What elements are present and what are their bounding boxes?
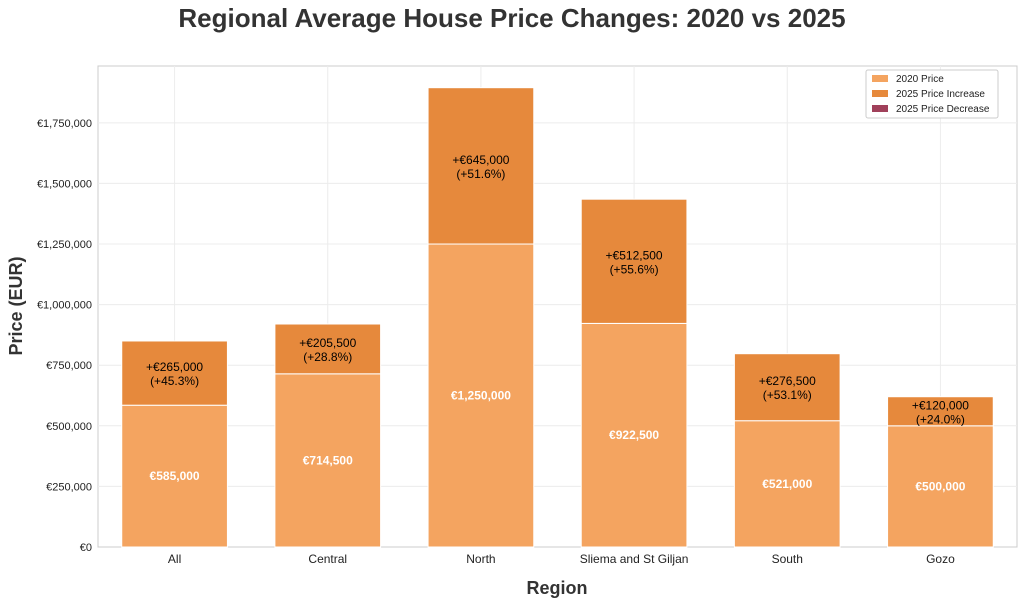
legend-label-2020-price: 2020 Price — [896, 74, 944, 85]
y-tick-label: €750,000 — [46, 360, 92, 372]
bar-2025-increase — [733, 353, 841, 422]
bar-2020-price — [427, 243, 535, 548]
base-value-label: €1,250,000 — [451, 389, 511, 403]
increase-value-label: +€205,500 — [299, 336, 356, 350]
y-axis-title: Price (EUR) — [6, 256, 26, 355]
bar-2025-increase — [580, 198, 688, 324]
increase-percent-label: (+28.8%) — [303, 350, 352, 364]
x-tick-label: Central — [308, 552, 347, 566]
y-tick-label: €500,000 — [46, 421, 92, 433]
plot-frame — [97, 65, 1018, 548]
bar-2020-price — [580, 322, 688, 548]
x-tick-label: South — [772, 552, 803, 566]
legend: 2020 Price 2025 Price Increase 2025 Pric… — [865, 69, 999, 119]
increase-percent-label: (+55.6%) — [610, 262, 659, 276]
bar-2020-price — [887, 425, 994, 548]
y-tick-label: €1,000,000 — [37, 300, 92, 312]
increase-percent-label: (+24.0%) — [916, 412, 965, 426]
chart-title: Regional Average House Price Changes: 20… — [178, 3, 845, 33]
x-tick-label: North — [466, 552, 495, 566]
bar-2020-price — [121, 404, 228, 548]
legend-swatch-2025-increase — [872, 90, 888, 97]
bars: +€265,000(+45.3%) €585,000 +€205,500(+28.8… — [121, 87, 994, 548]
increase-value-label: +€265,000 — [146, 360, 203, 374]
y-axis-ticks: €0 €250,000 €500,000 €750,000 €1,000,000 €1,2… — [37, 118, 92, 554]
y-tick-label: €1,750,000 — [37, 118, 92, 130]
y-tick-label: €1,250,000 — [37, 239, 92, 251]
legend-box — [865, 69, 999, 119]
plot-area: €0 €250,000 €500,000 €750,000 €1,000,000 €1,2… — [37, 65, 1018, 566]
increase-percent-label: (+51.6%) — [456, 167, 505, 181]
y-tick-label: €250,000 — [46, 481, 92, 493]
x-axis-title: Region — [527, 578, 588, 598]
increase-percent-label: (+53.1%) — [763, 388, 812, 402]
y-tick-label: €1,500,000 — [37, 178, 92, 190]
legend-swatch-2020-price — [872, 75, 888, 82]
bar-2025-increase — [274, 323, 382, 375]
x-tick-label: Gozo — [926, 552, 955, 566]
base-value-label: €585,000 — [150, 469, 200, 483]
increase-value-label: +€512,500 — [606, 248, 663, 262]
bar-2025-increase — [887, 396, 994, 427]
x-tick-label: All — [168, 552, 181, 566]
legend-label-2025-increase: 2025 Price Increase — [896, 89, 985, 100]
y-tick-label: €0 — [80, 542, 92, 554]
bar-2020-price — [733, 420, 841, 548]
base-value-label: €500,000 — [915, 479, 965, 493]
increase-value-label: +€276,500 — [759, 374, 816, 388]
base-value-label: €714,500 — [303, 453, 353, 467]
increase-percent-label: (+45.3%) — [150, 374, 199, 388]
base-value-label: €922,500 — [609, 428, 659, 442]
x-tick-label: Sliema and St Giljan — [580, 552, 689, 566]
increase-value-label: +€645,000 — [452, 153, 509, 167]
legend-swatch-2025-decrease — [872, 105, 888, 112]
legend-label-2025-decrease: 2025 Price Decrease — [896, 104, 990, 115]
bar-2025-increase — [121, 340, 228, 406]
increase-value-label: +€120,000 — [912, 398, 969, 412]
base-value-label: €521,000 — [762, 477, 812, 491]
x-axis-ticks: All Central North Sliema and St Giljan South… — [168, 552, 955, 566]
bar-2025-increase — [427, 87, 535, 245]
